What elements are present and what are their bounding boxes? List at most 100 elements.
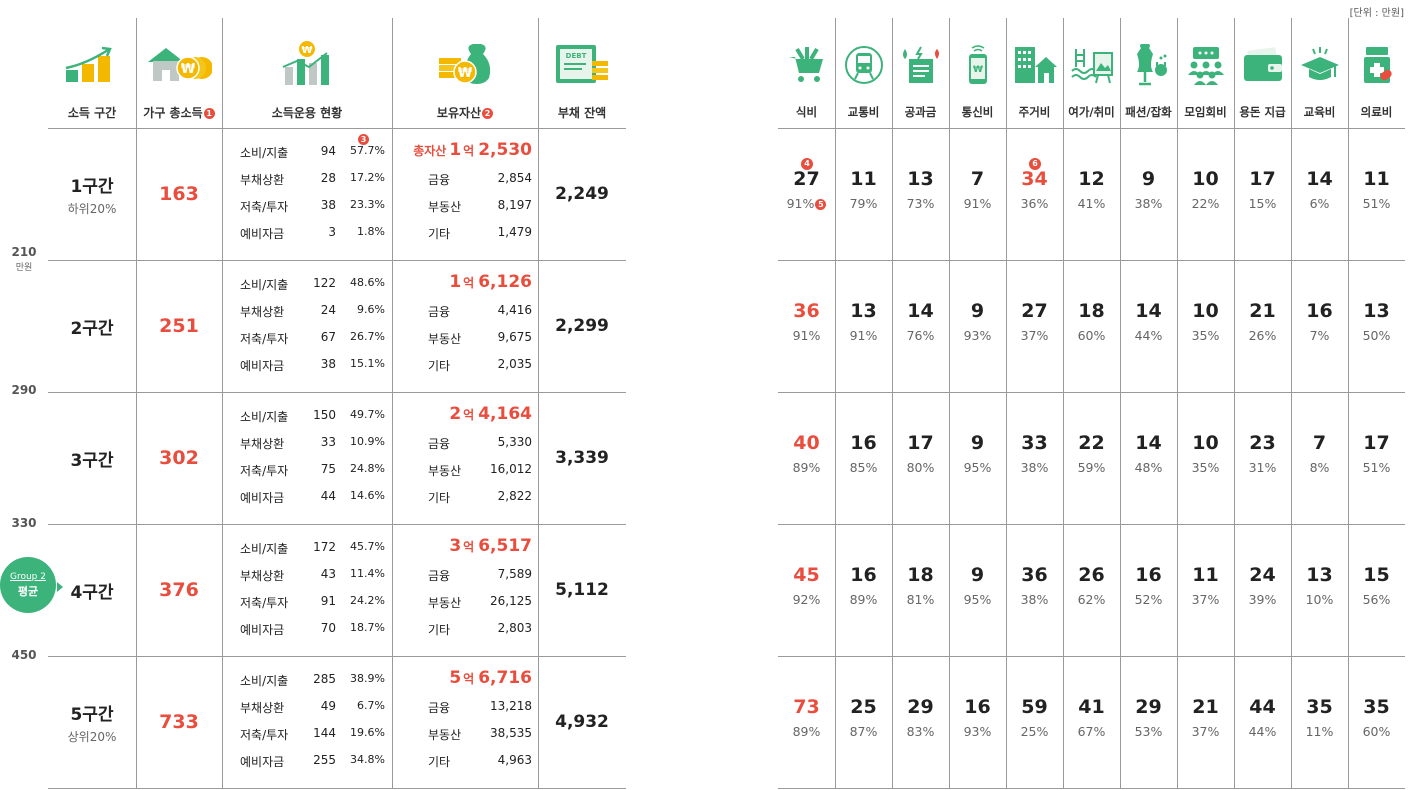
header-label: 소득 구간 <box>67 106 117 120</box>
expense-percent-value: 92% <box>792 592 821 607</box>
expense-percent: 56% <box>1348 592 1405 607</box>
expense-percent: 60% <box>1348 724 1405 739</box>
expense-percent-value: 67% <box>1077 724 1106 739</box>
expense-percent: 83% <box>892 724 949 739</box>
expense-cell: 17 51% <box>1348 392 1405 524</box>
usage-line: 예비자금 38 15.1% <box>222 357 392 373</box>
category-label: 용돈 지급 <box>1239 105 1286 119</box>
column-divider <box>835 18 836 788</box>
expense-amount: 16 <box>964 696 991 718</box>
usage-line: 예비자금 70 18.7% <box>222 621 392 637</box>
usage-line: 예비자금 3 1.8% <box>222 225 392 241</box>
expense-percent: 60% <box>1063 328 1120 343</box>
asset-key: 부동산 <box>428 728 462 742</box>
expense-percent-value: 38% <box>1134 196 1163 211</box>
svg-text:₩: ₩ <box>301 45 312 56</box>
usage-value: 38 <box>320 198 336 212</box>
expense-percent-value: 91% <box>849 328 878 343</box>
asset-key: 부동산 <box>428 464 462 478</box>
expense-cell: 11 37% <box>1177 524 1234 656</box>
expense-percent-value: 91% <box>792 328 821 343</box>
expense-cell: 16 85% <box>835 392 892 524</box>
expense-category-header: 공과금 <box>892 18 949 128</box>
expense-amount: 12 <box>1078 168 1105 190</box>
expense-percent-value: 41% <box>1077 196 1106 211</box>
group-badge-label: 평균 <box>17 584 39 598</box>
expense-percent-value: 73% <box>906 196 935 211</box>
asset-value: 8,197 <box>497 198 532 212</box>
expense-cell: 13 73% <box>892 128 949 260</box>
income-usage-cell: 소비/지출 285 38.9% 부채상환 49 6.7% 저축/투자 144 19.6% 예비자금… <box>222 656 392 788</box>
expense-cell: 17 15% <box>1234 128 1291 260</box>
usage-percent: 6.7% <box>357 699 385 712</box>
expense-percent: 76% <box>892 328 949 343</box>
expense-amount: 44 <box>1249 696 1276 718</box>
usage-key: 저축/투자 <box>240 596 289 610</box>
expense-cell: 35 60% <box>1348 656 1405 788</box>
usage-key: 저축/투자 <box>240 464 289 478</box>
assets-money-bag-icon: ₩ <box>392 40 538 88</box>
wallet-icon <box>1234 42 1291 88</box>
expense-percent-value: 51% <box>1362 460 1391 475</box>
usage-percent: 1.8% <box>357 225 385 238</box>
category-label: 모임회비 <box>1184 105 1227 119</box>
header-income-segment: 소득 구간 <box>48 18 136 128</box>
expense-amount: 35 <box>1363 696 1390 718</box>
expense-cell: 13 91% <box>835 260 892 392</box>
usage-percent: 17.2% <box>350 171 385 184</box>
asset-value: 2,854 <box>497 171 532 185</box>
expense-cell: 25 87% <box>835 656 892 788</box>
usage-percent: 9.6% <box>357 303 385 316</box>
usage-value: 38 <box>320 357 336 371</box>
expense-cell: 12 41% <box>1063 128 1120 260</box>
expense-category-header: 의료비 <box>1348 18 1405 128</box>
total-assets: 3 억 6,517 <box>392 536 532 556</box>
footnote-badge: 5 <box>815 199 827 210</box>
leisure-pool-icon <box>1063 42 1120 88</box>
footnote-badge: 1 <box>203 108 215 119</box>
column-divider <box>1234 18 1235 788</box>
expense-percent-value: 15% <box>1248 196 1277 211</box>
income-usage-cell: 소비/지출 94 57.7% 부채상환 28 17.2% 저축/투자 38 23.3% 예비자금 3… <box>222 128 392 260</box>
expense-percent: 51% <box>1348 460 1405 475</box>
expense-amount: 14 <box>907 300 934 322</box>
asset-line: 금융 4,416 <box>392 303 538 319</box>
asset-line: 기타 2,803 <box>392 621 538 637</box>
usage-percent: 34.8% <box>350 753 385 766</box>
expense-percent-value: 10% <box>1305 592 1334 607</box>
expense-amount: 10 <box>1192 168 1219 190</box>
expense-percent: 8% <box>1291 460 1348 475</box>
usage-key: 부채상환 <box>240 569 285 583</box>
expense-percent-value: 35% <box>1191 328 1220 343</box>
expense-cell: 26 62% <box>1063 524 1120 656</box>
expense-percent-value: 87% <box>849 724 878 739</box>
asset-line: 부동산 16,012 <box>392 462 538 478</box>
column-divider <box>1177 18 1178 788</box>
usage-line: 저축/투자 91 24.2% <box>222 594 392 610</box>
expense-amount: 9 <box>970 564 985 586</box>
grocery-cart-icon <box>778 42 835 88</box>
expense-percent: 44% <box>1120 328 1177 343</box>
table-row: 2구간 251 소비/지출 122 48.6% 부채상환 24 9.6% 저축/투자 67 26.7… <box>48 260 626 392</box>
header-label: 소득운용 현황 <box>271 106 343 120</box>
expense-amount: 33 <box>1021 432 1048 454</box>
expense-category-header: 모임회비 <box>1177 18 1234 128</box>
usage-key: 예비자금 <box>240 491 285 505</box>
asset-key: 기타 <box>428 227 451 241</box>
expense-percent-value: 62% <box>1077 592 1106 607</box>
expense-percent-value: 51% <box>1362 196 1391 211</box>
expense-percent-value: 89% <box>792 460 821 475</box>
usage-value: 94 <box>320 144 336 158</box>
total-assets-rest: 6,126 <box>478 272 532 292</box>
usage-value: 172 <box>313 540 336 554</box>
svg-text:DEBT: DEBT <box>566 52 587 60</box>
total-assets-unit: 억 <box>463 276 475 290</box>
boundary-unit: 만원 <box>15 263 33 273</box>
column-divider <box>392 18 393 788</box>
segment-name: 1구간 <box>70 176 114 197</box>
expense-percent: 38% <box>1006 460 1063 475</box>
usage-value: 67 <box>320 330 336 344</box>
expense-percent: 95% <box>949 460 1006 475</box>
expense-cell: 36 38% <box>1006 524 1063 656</box>
expense-cell: 45 92% <box>778 524 835 656</box>
